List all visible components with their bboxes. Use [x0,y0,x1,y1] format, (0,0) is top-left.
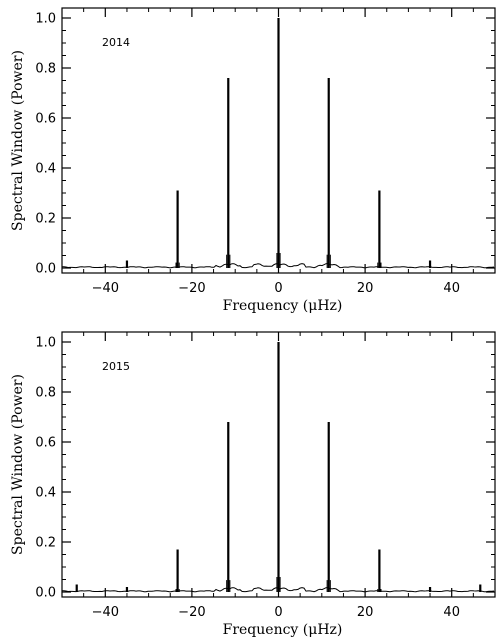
y-tick-label: 0.6 [35,112,56,127]
x-tick-label: 0 [274,281,282,296]
y-axis-title: Spectral Window (Power) [10,374,26,555]
y-tick-label: 0.0 [35,262,56,277]
x-axis-title: Frequency (μHz) [223,298,343,314]
x-tick-label: 20 [357,281,374,296]
y-tick-label: 0.8 [35,62,56,77]
y-axis-title: Spectral Window (Power) [10,50,26,231]
y-tick-label: 0.4 [35,162,56,177]
y-tick-label: 0.2 [35,212,56,227]
x-tick-label: −40 [92,605,119,620]
x-axis-title: Frequency (μHz) [223,622,343,638]
y-tick-label: 1.0 [35,12,56,27]
y-tick-label: 0.4 [35,486,56,501]
x-tick-label: −20 [178,281,205,296]
panel-year-label: 2014 [102,36,130,49]
y-tick-label: 1.0 [35,336,56,351]
panel-2015: −40 −20 0 20 40 0.0 0.2 0.4 0.6 0.8 1.0 Frequency (… [10,331,496,638]
x-tick-label: −20 [178,605,205,620]
panel-2014: −40 −20 0 20 40 0.0 0.2 0.4 0.6 0.8 1.0 Frequency (… [10,7,496,314]
y-tick-label: 0.0 [35,586,56,601]
y-tick-label: 0.2 [35,536,56,551]
panel-year-label: 2015 [102,360,130,373]
x-tick-label: 40 [443,281,460,296]
x-tick-label: 40 [443,605,460,620]
x-tick-label: 20 [357,605,374,620]
y-tick-label: 0.8 [35,386,56,401]
y-tick-label: 0.6 [35,436,56,451]
x-tick-label: −40 [92,281,119,296]
x-tick-label: 0 [274,605,282,620]
